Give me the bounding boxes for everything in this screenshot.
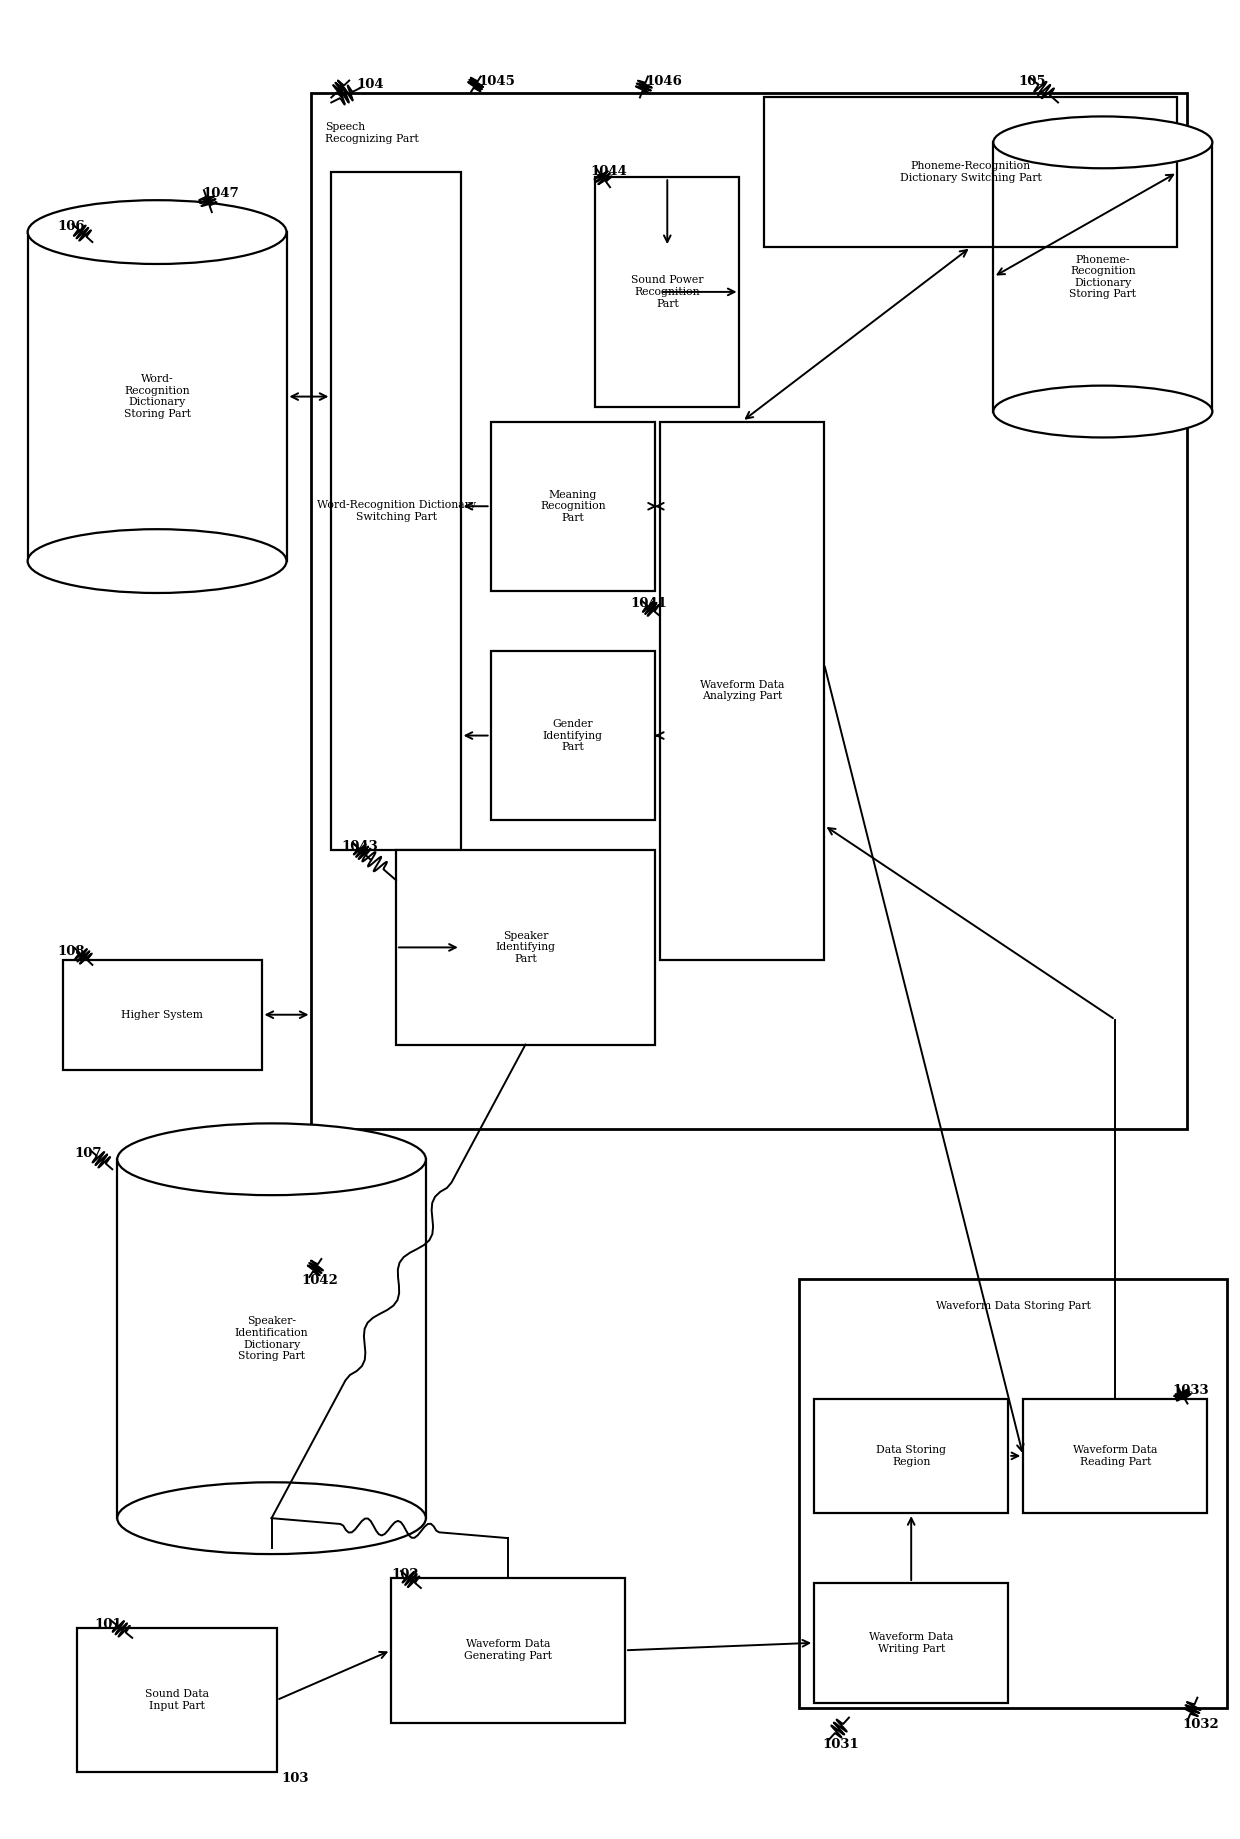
Bar — [331, 173, 461, 850]
Bar — [27, 232, 286, 561]
Text: 108: 108 — [57, 945, 86, 958]
Text: 105: 105 — [1018, 75, 1045, 88]
Bar — [491, 651, 655, 820]
Ellipse shape — [993, 116, 1213, 169]
Ellipse shape — [118, 1482, 425, 1554]
Text: 1046: 1046 — [645, 75, 682, 88]
Text: 1047: 1047 — [202, 188, 238, 200]
Text: Speaker
Identifying
Part: Speaker Identifying Part — [496, 931, 556, 964]
Text: Waveform Data
Generating Part: Waveform Data Generating Part — [464, 1640, 552, 1661]
Text: 1033: 1033 — [1173, 1383, 1209, 1396]
Bar — [118, 1159, 425, 1519]
Text: 106: 106 — [57, 221, 86, 234]
Bar — [815, 1583, 1008, 1703]
Bar — [396, 850, 655, 1045]
Text: Waveform Data
Writing Part: Waveform Data Writing Part — [869, 1631, 954, 1653]
Bar — [815, 1398, 1008, 1513]
Text: Waveform Data
Reading Part: Waveform Data Reading Part — [1073, 1445, 1157, 1468]
Text: 1031: 1031 — [822, 1738, 859, 1751]
Text: Sound Data
Input Part: Sound Data Input Part — [145, 1690, 210, 1710]
Text: Phoneme-Recognition
Dictionary Switching Part: Phoneme-Recognition Dictionary Switching… — [900, 162, 1042, 184]
Text: 107: 107 — [74, 1148, 102, 1160]
Bar — [660, 421, 825, 960]
Bar — [391, 1578, 625, 1723]
Ellipse shape — [993, 386, 1213, 438]
Bar — [1023, 1398, 1208, 1513]
Text: 1045: 1045 — [479, 75, 516, 88]
Text: Word-
Recognition
Dictionary
Storing Part: Word- Recognition Dictionary Storing Par… — [124, 373, 191, 419]
Text: 1043: 1043 — [341, 840, 378, 853]
Text: 1041: 1041 — [630, 598, 667, 611]
Text: 101: 101 — [94, 1618, 122, 1631]
Bar — [62, 960, 262, 1070]
Bar — [491, 421, 655, 590]
Text: 103: 103 — [281, 1773, 309, 1786]
Text: 1042: 1042 — [301, 1274, 339, 1287]
Text: Phoneme-
Recognition
Dictionary
Storing Part: Phoneme- Recognition Dictionary Storing … — [1069, 254, 1136, 300]
Bar — [311, 92, 1188, 1129]
Bar — [993, 142, 1213, 412]
Text: Meaning
Recognition
Part: Meaning Recognition Part — [539, 489, 605, 522]
Text: Gender
Identifying
Part: Gender Identifying Part — [543, 719, 603, 752]
Text: 104: 104 — [356, 77, 384, 90]
Bar — [800, 1278, 1228, 1708]
Text: Speech
Recognizing Part: Speech Recognizing Part — [325, 123, 419, 143]
Text: 102: 102 — [391, 1569, 419, 1582]
Bar — [77, 1628, 277, 1773]
Text: Data Storing
Region: Data Storing Region — [877, 1445, 946, 1468]
Text: Sound Power
Recognition
Part: Sound Power Recognition Part — [631, 276, 703, 309]
Ellipse shape — [27, 530, 286, 592]
Text: Waveform Data Storing Part: Waveform Data Storing Part — [936, 1300, 1091, 1311]
Text: 1044: 1044 — [590, 166, 627, 178]
Ellipse shape — [27, 200, 286, 265]
Ellipse shape — [118, 1124, 425, 1195]
Text: Speaker-
Identification
Dictionary
Storing Part: Speaker- Identification Dictionary Stori… — [234, 1317, 309, 1361]
Bar — [595, 177, 739, 406]
Text: Higher System: Higher System — [122, 1010, 203, 1019]
Text: Waveform Data
Analyzing Part: Waveform Data Analyzing Part — [699, 680, 784, 701]
Bar — [764, 97, 1178, 246]
Text: 1032: 1032 — [1183, 1718, 1219, 1730]
Text: Word-Recognition Dictionary
Switching Part: Word-Recognition Dictionary Switching Pa… — [316, 500, 475, 522]
